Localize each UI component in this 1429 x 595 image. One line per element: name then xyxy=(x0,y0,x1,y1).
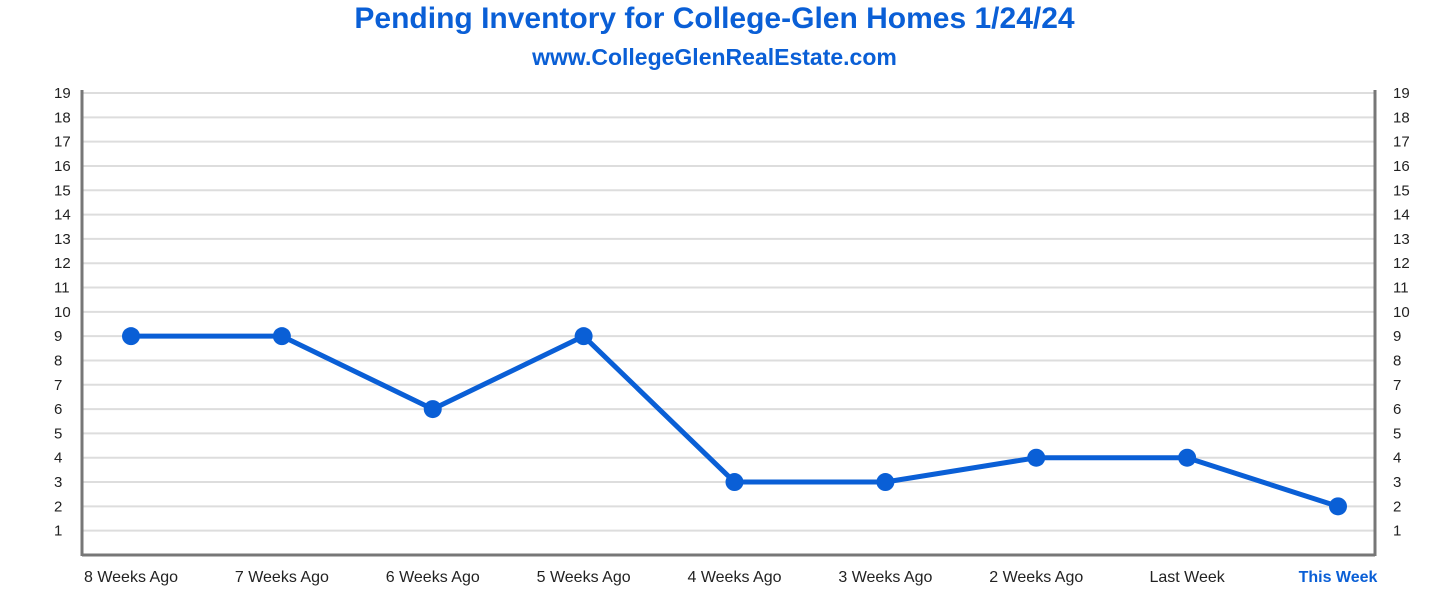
chart-title: Pending Inventory for College-Glen Homes… xyxy=(354,2,1075,35)
y-tick-right-8: 8 xyxy=(1393,352,1401,369)
x-tick-label: 6 Weeks Ago xyxy=(386,569,480,586)
data-point xyxy=(272,327,291,346)
y-tick-right-12: 12 xyxy=(1393,255,1410,272)
y-tick-right-17: 17 xyxy=(1393,134,1410,151)
y-tick-right-14: 14 xyxy=(1393,207,1410,224)
x-tick-label: 8 Weeks Ago xyxy=(84,569,178,586)
x-tick-label: 4 Weeks Ago xyxy=(688,569,782,586)
y-tick-left-18: 18 xyxy=(54,109,71,126)
x-axis-labels: 8 Weeks Ago 7 Weeks Ago 6 Weeks Ago 5 Weeks… xyxy=(84,569,1378,586)
y-tick-left-8: 8 xyxy=(54,352,62,369)
x-tick-label: 2 Weeks Ago xyxy=(989,569,1083,586)
y-tick-left-6: 6 xyxy=(54,401,62,418)
y-tick-left-2: 2 xyxy=(54,498,62,515)
y-tick-right-1: 1 xyxy=(1393,523,1401,540)
y-tick-right-9: 9 xyxy=(1393,328,1401,345)
y-tick-left-9: 9 xyxy=(54,328,62,345)
x-tick-label: 5 Weeks Ago xyxy=(537,569,631,586)
y-tick-right-2: 2 xyxy=(1393,498,1401,515)
y-tick-left-5: 5 xyxy=(54,425,62,442)
data-point xyxy=(725,473,744,492)
data-point xyxy=(1027,448,1046,467)
x-tick-label: 7 Weeks Ago xyxy=(235,569,329,586)
y-tick-left-17: 17 xyxy=(54,134,71,151)
y-tick-left-7: 7 xyxy=(54,377,62,394)
y-tick-right-6: 6 xyxy=(1393,401,1401,418)
x-tick-label: This Week xyxy=(1299,569,1378,586)
y-tick-right-10: 10 xyxy=(1393,304,1410,321)
x-tick-label: Last Week xyxy=(1149,569,1225,586)
y-tick-right-11: 11 xyxy=(1393,280,1409,297)
y-tick-left-4: 4 xyxy=(54,450,62,467)
y-tick-left-16: 16 xyxy=(54,158,71,175)
y-tick-left-19: 19 xyxy=(54,85,71,102)
y-tick-left-1: 1 xyxy=(54,523,62,540)
y-tick-left-15: 15 xyxy=(54,182,71,199)
y-tick-right-18: 18 xyxy=(1393,109,1410,126)
y-tick-right-13: 13 xyxy=(1393,231,1410,248)
y-tick-right-16: 16 xyxy=(1393,158,1410,175)
y-tick-right-7: 7 xyxy=(1393,377,1401,394)
axes xyxy=(80,90,1377,557)
data-point xyxy=(423,400,442,419)
series-points xyxy=(122,327,1347,516)
y-tick-left-13: 13 xyxy=(54,231,71,248)
data-point xyxy=(574,327,593,346)
gridlines xyxy=(82,92,1375,532)
y-tick-right-4: 4 xyxy=(1393,450,1401,467)
data-point xyxy=(1178,448,1197,467)
data-point xyxy=(1329,497,1347,516)
data-point xyxy=(122,327,140,346)
data-point xyxy=(876,473,895,492)
y-tick-left-14: 14 xyxy=(54,207,71,224)
x-tick-label: 3 Weeks Ago xyxy=(838,569,932,586)
y-tick-left-3: 3 xyxy=(54,474,62,491)
chart-subtitle: www.CollegeGlenRealEstate.com xyxy=(532,44,897,70)
y-tick-right-3: 3 xyxy=(1393,474,1401,491)
y-tick-left-11: 11 xyxy=(54,280,70,297)
y-tick-left-10: 10 xyxy=(54,304,71,321)
y-tick-left-12: 12 xyxy=(54,255,71,272)
y-tick-right-5: 5 xyxy=(1393,425,1401,442)
y-tick-right-19: 19 xyxy=(1393,85,1410,102)
y-tick-right-15: 15 xyxy=(1393,182,1410,199)
